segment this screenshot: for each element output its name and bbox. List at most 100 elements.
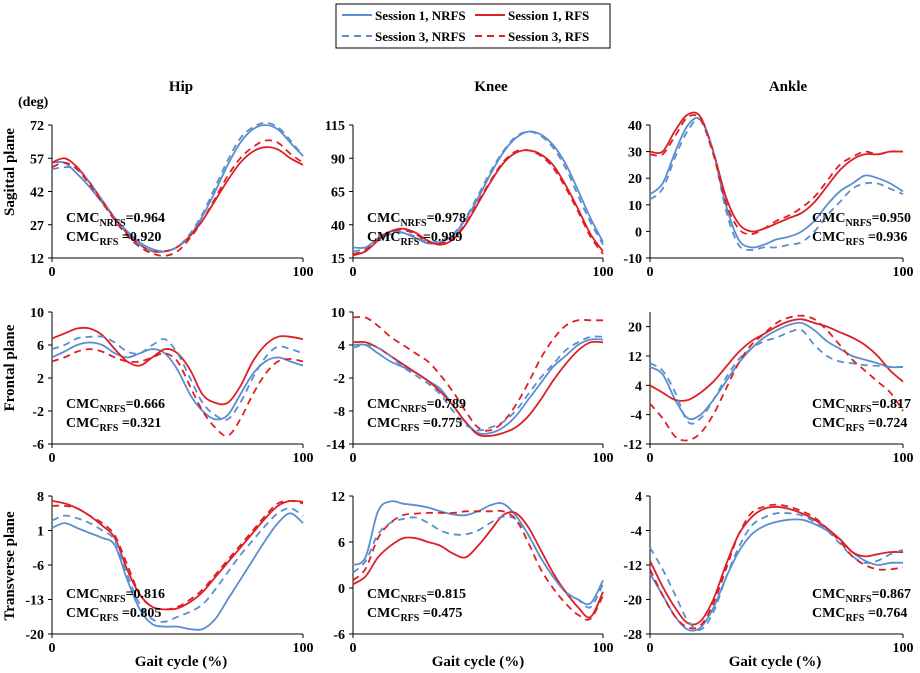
hip-transverse-line-s3-nrfs: [51, 507, 304, 623]
ankle-transverse-ytick-label: -4: [630, 525, 642, 540]
ankle-sagittal-ytick-label: 20: [628, 172, 642, 187]
hip-frontal-ytick-label: 2: [37, 372, 44, 387]
ankle-sagittal-cmc-nrfs: CMCNRFS=0.950: [812, 211, 911, 229]
knee-frontal-line-s3-nrfs: [352, 335, 604, 432]
knee-frontal-ytick-label: -14: [326, 438, 345, 453]
knee-frontal-cmc-rfs: CMCRFS =0.775: [367, 416, 462, 434]
knee-frontal-line-s1-nrfs: [352, 338, 604, 435]
hip-frontal-ytick-label: 10: [30, 306, 44, 321]
ankle-transverse-line-s3-nrfs: [649, 511, 904, 631]
knee-frontal-ytick-label: 4: [338, 339, 345, 354]
hip-transverse-line-s1-nrfs: [51, 512, 304, 631]
ankle-sagittal-line-s3-rfs: [649, 114, 904, 236]
hip-transverse-xtick-label: 100: [293, 641, 314, 656]
ankle-frontal-line-s1-rfs: [649, 318, 904, 402]
ankle-frontal-cmc-rfs: CMCRFS =0.724: [812, 416, 907, 434]
legend-label-s3-nrfs: Session 3, NRFS: [375, 29, 466, 44]
knee-sagittal-ytick-label: 65: [331, 186, 345, 201]
knee-transverse-xtick-label: 0: [350, 641, 357, 656]
row-title-transverse: Transverse plane: [2, 511, 18, 621]
hip-sagittal-ytick-label: 42: [30, 186, 44, 201]
ankle-sagittal-line-s1-nrfs: [649, 116, 904, 249]
xlabel-ankle: Gait cycle (%): [729, 654, 821, 670]
knee-sagittal-ytick-label: 90: [331, 152, 345, 167]
hip-transverse-line-s1-rfs: [51, 499, 304, 611]
hip-sagittal-ytick-label: 12: [30, 252, 44, 267]
ankle-transverse-ytick-label: -12: [623, 559, 642, 574]
knee-transverse-xtick-label: 100: [593, 641, 614, 656]
knee-sagittal-xtick-label: 0: [350, 265, 357, 280]
column-title-knee: Knee: [474, 79, 508, 95]
ankle-frontal-line-s3-rfs: [649, 314, 904, 442]
ankle-frontal-ytick-label: 20: [628, 321, 642, 336]
knee-frontal-ytick-label: 10: [331, 306, 345, 321]
hip-sagittal-line-s3-nrfs: [51, 121, 304, 253]
hip-frontal-line-s3-rfs: [51, 348, 304, 437]
knee-sagittal-xtick-label: 100: [593, 265, 614, 280]
row-title-frontal: Frontal plane: [2, 324, 18, 411]
ankle-sagittal-cmc-rfs: CMCRFS =0.936: [812, 230, 907, 248]
ankle-frontal-ytick-label: 4: [635, 379, 642, 394]
ankle-frontal-xtick-label: 100: [893, 451, 914, 466]
knee-transverse-ytick-label: -6: [333, 628, 345, 643]
knee-frontal-cmc-nrfs: CMCNRFS=0.789: [367, 397, 466, 415]
knee-sagittal-ytick-label: 15: [331, 252, 345, 267]
hip-frontal-ytick-label: -2: [32, 405, 44, 420]
knee-sagittal-ytick-label: 40: [331, 219, 345, 234]
legend-label-s1-rfs: Session 1, RFS: [508, 8, 589, 23]
hip-frontal-ytick-label: -6: [32, 438, 44, 453]
hip-transverse-cmc-rfs: CMCRFS =0.805: [66, 606, 161, 624]
ankle-transverse-line-s3-rfs: [649, 503, 904, 630]
hip-frontal-cmc-nrfs: CMCNRFS=0.666: [66, 397, 165, 415]
unit-label: (deg): [18, 95, 49, 110]
ankle-sagittal-ytick-label: -10: [623, 252, 642, 267]
ankle-transverse-cmc-nrfs: CMCNRFS=0.867: [812, 587, 911, 605]
ankle-transverse-ytick-label: -28: [623, 628, 642, 643]
knee-transverse-line-s1-rfs: [352, 511, 604, 619]
ankle-frontal-ytick-label: 12: [628, 350, 642, 365]
ankle-transverse-xtick-label: 100: [893, 641, 914, 656]
ankle-sagittal-ytick-label: 30: [628, 146, 642, 161]
ankle-transverse-line-s1-nrfs: [649, 518, 904, 632]
hip-sagittal-ytick-label: 57: [30, 152, 44, 167]
ankle-frontal-line-s1-nrfs: [649, 321, 904, 421]
knee-sagittal-ytick-label: 115: [325, 119, 345, 134]
ankle-transverse-ytick-label: -20: [623, 594, 642, 609]
knee-transverse-ytick-label: 6: [338, 536, 345, 551]
hip-frontal-cmc-rfs: CMCRFS =0.321: [66, 416, 161, 434]
hip-sagittal-xtick-label: 100: [293, 265, 314, 280]
legend-label-s3-rfs: Session 3, RFS: [508, 29, 589, 44]
legend-box: [335, 3, 611, 49]
ankle-sagittal-xtick-label: 0: [647, 265, 654, 280]
hip-transverse-ytick-label: -6: [32, 559, 44, 574]
column-title-hip: Hip: [169, 79, 193, 95]
ankle-sagittal-ytick-label: 40: [628, 119, 642, 134]
ankle-sagittal-ytick-label: 10: [628, 199, 642, 214]
ankle-frontal-ytick-label: -4: [630, 409, 642, 424]
knee-frontal-ytick-label: -8: [333, 405, 345, 420]
knee-sagittal-cmc-rfs: CMCRFS =0.989: [367, 230, 462, 248]
ankle-frontal-line-s3-nrfs: [649, 328, 904, 425]
hip-frontal-xtick-label: 100: [293, 451, 314, 466]
ankle-transverse-ytick-label: 4: [635, 490, 642, 505]
knee-frontal-line-s3-rfs: [352, 315, 603, 432]
hip-sagittal-ytick-label: 27: [30, 219, 44, 234]
legend: Session 1, NRFS Session 1, RFS Session 3…: [335, 3, 611, 49]
hip-transverse-line-s3-rfs: [51, 499, 304, 611]
hip-sagittal-xtick-label: 0: [49, 265, 56, 280]
ankle-frontal-cmc-nrfs: CMCNRFS=0.817: [812, 397, 911, 415]
ankle-transverse-xtick-label: 0: [647, 641, 654, 656]
knee-frontal-xtick-label: 100: [593, 451, 614, 466]
knee-transverse-ytick-label: 0: [338, 582, 345, 597]
knee-frontal-xtick-label: 0: [350, 451, 357, 466]
hip-transverse-ytick-label: 8: [37, 490, 44, 505]
